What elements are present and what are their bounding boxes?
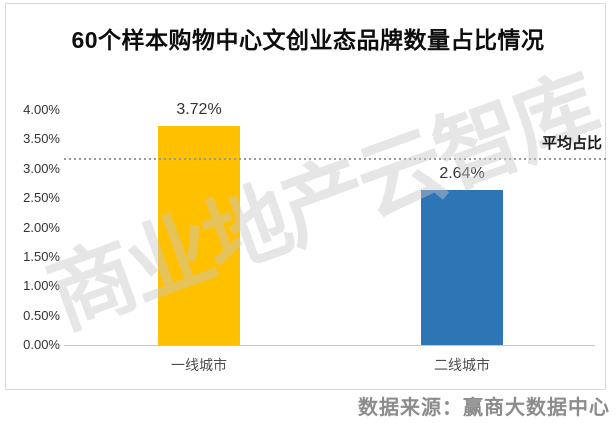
bar-rect <box>158 126 240 345</box>
bar-rect <box>421 189 503 345</box>
x-label-first-tier: 一线城市 <box>171 357 227 373</box>
data-source: 数据来源：赢商大数据中心 <box>358 397 610 419</box>
y-tick-label: 0.50% <box>23 307 60 323</box>
y-tick-label: 0.00% <box>23 337 60 352</box>
y-tick-label: 2.00% <box>23 219 60 235</box>
average-line-label: 平均占比 <box>541 135 602 152</box>
y-tick-label: 1.00% <box>23 278 60 294</box>
y-tick-label: 1.50% <box>23 248 60 264</box>
y-tick-label: 3.00% <box>23 160 60 176</box>
bar-value-label: 2.64% <box>439 164 485 182</box>
bar-second-tier-cities: 2.64% <box>421 165 503 345</box>
y-tick-label: 3.50% <box>23 131 60 147</box>
y-tick-label: 4.00% <box>23 102 60 117</box>
x-label-second-tier: 二线城市 <box>434 357 490 373</box>
chart-frame <box>5 3 606 390</box>
chart-title: 60个样本购物中心文创业态品牌数量占比情况 <box>71 27 545 53</box>
y-tick-label: 2.50% <box>23 190 60 206</box>
bar-first-tier-cities: 3.72% <box>158 101 240 345</box>
average-line <box>64 158 608 161</box>
bar-value-label: 3.72% <box>176 101 222 119</box>
x-axis-line <box>64 345 595 346</box>
